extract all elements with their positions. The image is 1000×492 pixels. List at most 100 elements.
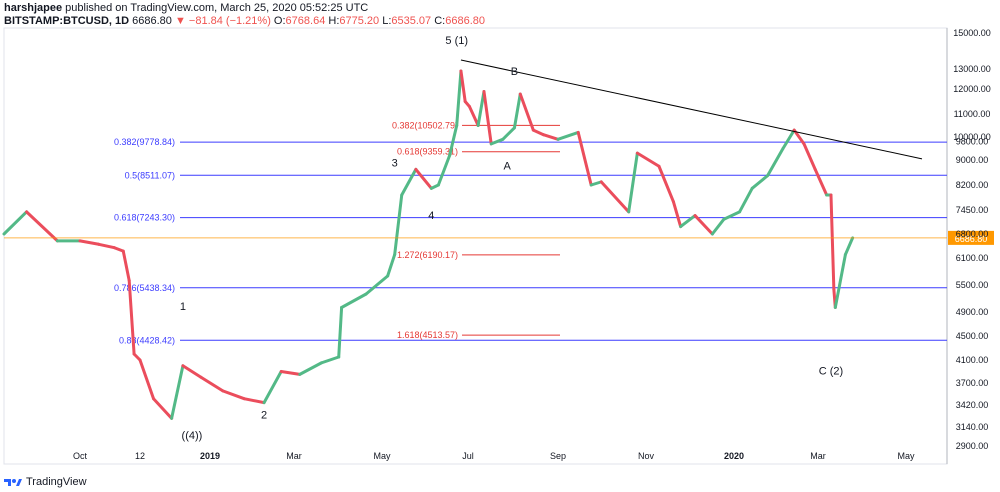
price-segment xyxy=(657,164,675,204)
x-tick-label: 2019 xyxy=(200,451,220,461)
price-segment xyxy=(386,253,397,278)
x-tick-label: 12 xyxy=(135,451,145,461)
last-price: 6686.80 xyxy=(132,15,172,27)
price-segment xyxy=(781,128,796,150)
wave-label: 1 xyxy=(180,301,186,313)
wave-label: A xyxy=(504,160,512,172)
price-segment xyxy=(512,92,522,130)
y-tick-label: 5500.00 xyxy=(956,280,989,290)
x-tick-label: Mar xyxy=(286,451,302,461)
wave-label: 3 xyxy=(392,157,398,169)
price-segment xyxy=(679,214,697,229)
wave-label: ((4)) xyxy=(182,430,203,442)
y-tick-label: 10000.00 xyxy=(953,132,991,142)
price-segment xyxy=(279,370,302,376)
price-segment xyxy=(78,239,101,246)
wave-label: 4 xyxy=(428,210,434,222)
price-segment xyxy=(448,124,459,157)
price-segment xyxy=(25,210,59,243)
price-segment xyxy=(635,151,661,168)
x-tick-label: May xyxy=(373,451,391,461)
y-tick-label: 3140.00 xyxy=(956,422,989,432)
price-segment xyxy=(829,193,836,291)
price-segment xyxy=(501,126,516,141)
price-segment xyxy=(319,355,341,365)
price-segment xyxy=(738,186,754,214)
y-tick-label: 6100.00 xyxy=(956,253,989,263)
price-segment xyxy=(671,200,683,229)
price-segment xyxy=(556,130,580,141)
symbol-label: BITSTAMP:BTCUSD, 1D xyxy=(4,15,130,27)
open-value: 6768.64 xyxy=(285,15,326,27)
ext-label-0: 0.382(10502.79) xyxy=(392,120,458,130)
fib-label-0: 0.382(9778.84) xyxy=(114,137,175,147)
open-label: O: xyxy=(273,15,286,27)
price-segment xyxy=(97,242,116,250)
price-segment xyxy=(337,306,344,359)
price-segment xyxy=(467,105,480,127)
wave-label: 5 (1) xyxy=(445,35,468,47)
price-segment xyxy=(482,90,493,146)
y-tick-label: 4100.00 xyxy=(956,355,989,365)
price-segment xyxy=(802,142,817,171)
price-segment xyxy=(459,69,467,103)
price-segment xyxy=(531,128,545,137)
x-tick-label: Sep xyxy=(550,451,566,461)
price-segment xyxy=(340,292,368,309)
y-tick-label: 7450.00 xyxy=(956,205,989,215)
price-segment xyxy=(181,364,203,379)
ext-label-1: 0.618(9359.31) xyxy=(397,147,458,157)
wave-label: B xyxy=(511,66,518,78)
price-segment xyxy=(298,361,323,376)
price-segment xyxy=(112,246,125,253)
price-segment xyxy=(693,214,714,236)
price-segment xyxy=(589,180,603,187)
price-segment xyxy=(476,90,486,127)
price-segment xyxy=(262,370,283,405)
x-tick-label: May xyxy=(897,451,915,461)
price-segment xyxy=(364,274,390,296)
price-segment xyxy=(400,167,418,197)
price-segment xyxy=(722,210,742,221)
price-segment xyxy=(170,364,185,420)
price-segment xyxy=(813,167,829,197)
price-segment xyxy=(766,147,785,178)
price-segment xyxy=(843,236,855,257)
low-label: L: xyxy=(382,15,392,27)
y-tick-label: 11000.00 xyxy=(954,109,991,119)
low-value: 6535.07 xyxy=(391,15,432,27)
x-tick-label: Jul xyxy=(462,451,474,461)
chart-header: harshjapee published on TradingView.com,… xyxy=(4,2,485,28)
x-tick-label: 2020 xyxy=(724,451,744,461)
high-label: H: xyxy=(328,15,340,27)
price-segment xyxy=(627,151,639,214)
y-tick-label: 2900.00 xyxy=(956,441,989,451)
wave-label: C (2) xyxy=(819,365,843,377)
price-segment xyxy=(750,174,770,190)
price-segment xyxy=(489,137,505,146)
price-segment xyxy=(455,69,463,127)
y-tick-label: 3700.00 xyxy=(956,378,989,388)
footer-brand: TradingView xyxy=(4,476,87,488)
fib-label-1: 0.5(8511.07) xyxy=(125,170,175,180)
price-segment xyxy=(242,397,266,405)
y-tick-label: 15000.00 xyxy=(953,28,991,38)
price-segment xyxy=(127,279,136,356)
last-price-tag xyxy=(948,230,994,245)
ext-label-3: 1.618(4513.57) xyxy=(397,330,458,340)
price-segment xyxy=(599,180,631,214)
price-segment xyxy=(2,210,29,236)
ext-label-2: 1.272(6190.17) xyxy=(397,250,458,260)
x-tick-label: Nov xyxy=(638,451,655,461)
last-price-tag-label: 6686.80 xyxy=(955,234,988,244)
price-segment xyxy=(541,133,560,141)
price-segment xyxy=(152,397,174,420)
y-tick-label: 8200.00 xyxy=(956,180,989,190)
x-tick-label: Mar xyxy=(810,451,826,461)
author-name[interactable]: harshjapee xyxy=(4,2,63,14)
price-segment xyxy=(199,375,225,393)
y-tick-label: 4900.00 xyxy=(956,307,989,317)
y-tick-label: 9000.00 xyxy=(956,155,989,165)
close-label: C: xyxy=(434,15,446,27)
